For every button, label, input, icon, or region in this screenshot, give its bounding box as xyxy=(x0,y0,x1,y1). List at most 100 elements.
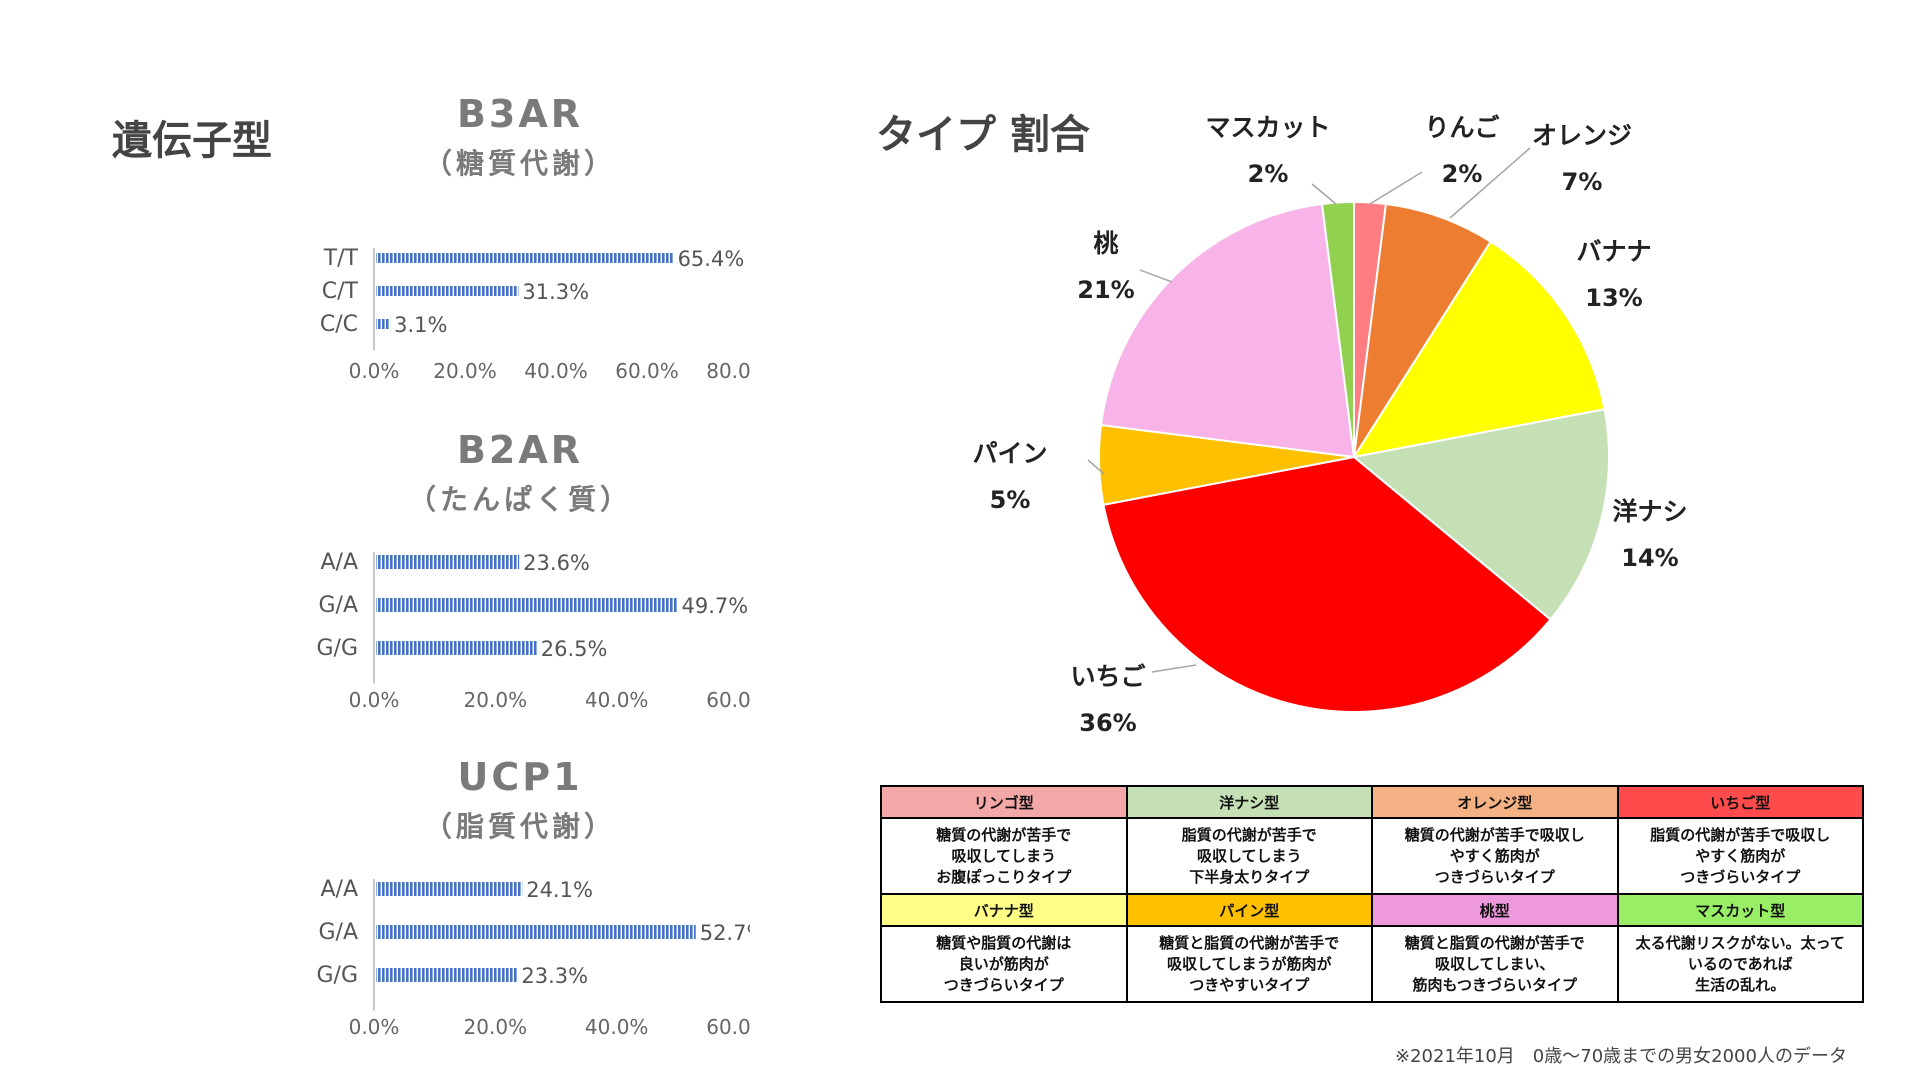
type-description-cell: 糖質の代謝が苦手で吸収し やすく筋肉が つきづらいタイプ xyxy=(1371,817,1619,895)
pie-slice xyxy=(1351,240,1606,459)
chart-subtitle: （脂質代謝） xyxy=(423,810,616,843)
slice-name-label: パイン xyxy=(972,439,1047,468)
leader-line xyxy=(1311,183,1337,205)
type-description-cell: 糖質の代謝が苦手で 吸収してしまう お腹ぽっこりタイプ xyxy=(880,817,1128,895)
pie-slice xyxy=(1320,200,1355,458)
slice-name-label: 洋ナシ xyxy=(1612,497,1687,526)
data-label: 3.1% xyxy=(394,313,447,337)
bar xyxy=(376,598,678,612)
chart-title: B3AR xyxy=(456,92,584,136)
tick-label: 20.0% xyxy=(464,688,528,712)
pie-slice xyxy=(1099,202,1356,459)
bar xyxy=(376,968,518,982)
slice-value-label: 5% xyxy=(990,486,1031,514)
leader-line xyxy=(1087,459,1105,475)
tick-label: 0.0% xyxy=(349,688,400,712)
pie-slice xyxy=(1351,408,1610,621)
slice-value-label: 36% xyxy=(1079,709,1136,737)
type-name-cell: 洋ナシ型 xyxy=(1125,785,1373,819)
type-name-cell: リンゴ型 xyxy=(880,785,1128,819)
data-label: 26.5% xyxy=(541,637,608,661)
pie-slice xyxy=(1102,455,1552,713)
chart-subtitle: （糖質代謝） xyxy=(423,147,616,180)
tick-label: 60.0% xyxy=(706,1015,750,1039)
type-name-cell: オレンジ型 xyxy=(1371,785,1619,819)
category-label: C/C xyxy=(320,312,358,337)
data-label: 49.7% xyxy=(682,594,749,618)
category-label: G/G xyxy=(316,963,358,988)
data-label: 24.1% xyxy=(526,878,593,902)
bar-chart-b3ar: T/T 65.4% C/T 31.3% C/C 3.1% 0.0% 20.0% 40.0% 60.… xyxy=(320,246,750,383)
type-description-cell: 糖質と脂質の代謝が苦手で 吸収してしまい、 筋肉もつきづらいタイプ xyxy=(1371,925,1619,1003)
data-label: 52.7% xyxy=(700,921,750,945)
leader-line xyxy=(1139,269,1173,283)
category-label: T/T xyxy=(323,246,359,271)
section-title-genotype: 遺伝子型 xyxy=(112,118,272,164)
bar xyxy=(376,641,537,655)
bar xyxy=(376,882,523,896)
tick-label: 60.0% xyxy=(706,688,750,712)
bar-chart-b2ar: A/A 23.6% G/A 49.7% G/G 26.5% 0.0% 20.0% 40.0% 60… xyxy=(316,550,750,712)
slice-value-label: 7% xyxy=(1562,168,1603,196)
category-label: G/A xyxy=(318,920,358,945)
tick-label: 60.0% xyxy=(615,359,679,383)
footnote: ※2021年10月 0歳～70歳までの男女2000人のデータ xyxy=(1395,1046,1847,1067)
category-label: G/A xyxy=(318,593,358,618)
tick-label: 20.0% xyxy=(433,359,497,383)
pie-chart-type-ratio: りんご 2% オレンジ 7% バナナ 13% 洋ナシ 14% いちご 36% パイン 5% 桃 21% マス… xyxy=(972,113,1687,737)
category-label: G/G xyxy=(316,636,358,661)
slice-name-label: いちご xyxy=(1070,662,1145,691)
slice-value-label: 14% xyxy=(1621,544,1678,572)
bar xyxy=(376,319,391,329)
chart-subtitle: （たんぱく質） xyxy=(407,483,632,516)
bar-chart-ucp1: A/A 24.1% G/A 52.7% G/G 23.3% 0.0% 20.0% 40.0% 60… xyxy=(316,877,750,1039)
data-label: 65.4% xyxy=(678,247,745,271)
chart-title: UCP1 xyxy=(457,755,583,799)
category-label: A/A xyxy=(320,877,358,902)
type-description-cell: 糖質や脂質の代謝は 良いが筋肉が つきづらいタイプ xyxy=(880,925,1128,1003)
slice-value-label: 21% xyxy=(1077,276,1134,304)
slice-name-label: りんご xyxy=(1424,113,1499,142)
leader-line xyxy=(1449,147,1531,219)
type-name-cell: いちご型 xyxy=(1616,785,1864,819)
slice-value-label: 13% xyxy=(1585,284,1642,312)
category-label: C/T xyxy=(322,279,359,304)
chart-title: B2AR xyxy=(456,428,584,472)
data-label: 23.6% xyxy=(523,551,590,575)
type-name-cell: 桃型 xyxy=(1371,893,1619,927)
type-name-cell: パイン型 xyxy=(1125,893,1373,927)
bar-chart-title-b2ar: B2AR （たんぱく質） xyxy=(360,428,680,518)
section-title-type-ratio: タイプ 割合 xyxy=(876,112,1090,158)
tick-label: 20.0% xyxy=(464,1015,528,1039)
bar xyxy=(376,925,696,939)
bar xyxy=(376,253,674,263)
slice-name-label: オレンジ xyxy=(1532,121,1632,150)
category-label: A/A xyxy=(320,550,358,575)
slice-name-label: マスカット xyxy=(1205,113,1330,142)
tick-label: 0.0% xyxy=(349,359,400,383)
type-description-cell: 脂質の代謝が苦手で吸収し やすく筋肉が つきづらいタイプ xyxy=(1616,817,1864,895)
tick-label: 80.0% xyxy=(706,359,750,383)
data-label: 23.3% xyxy=(521,964,588,988)
leader-line xyxy=(1151,664,1197,673)
bar-chart-title-b3ar: B3AR （糖質代謝） xyxy=(360,92,680,182)
tick-label: 40.0% xyxy=(585,1015,649,1039)
pie-slice xyxy=(1353,202,1493,458)
type-name-cell: バナナ型 xyxy=(880,893,1128,927)
tick-label: 40.0% xyxy=(524,359,588,383)
type-description-cell: 糖質と脂質の代謝が苦手で 吸収してしまうが筋肉が つきやすいタイプ xyxy=(1125,925,1373,1003)
type-description-cell: 太る代謝リスクがない。太って いるのであれば 生活の乱れ。 xyxy=(1616,925,1864,1003)
slice-name-label: 桃 xyxy=(1093,229,1118,258)
type-description-cell: 脂質の代謝が苦手で 吸収してしまう 下半身太りタイプ xyxy=(1125,817,1373,895)
bar-chart-title-ucp1: UCP1 （脂質代謝） xyxy=(360,755,680,845)
tick-label: 0.0% xyxy=(349,1015,400,1039)
slice-value-label: 2% xyxy=(1442,160,1483,188)
tick-label: 40.0% xyxy=(585,688,649,712)
slice-name-label: バナナ xyxy=(1576,237,1651,266)
type-legend-table: リンゴ型 洋ナシ型 オレンジ型 いちご型糖質の代謝が苦手で 吸収してしまう お腹ぽっこ… xyxy=(880,785,1864,1003)
data-label: 31.3% xyxy=(522,280,589,304)
type-name-cell: マスカット型 xyxy=(1616,893,1864,927)
bar xyxy=(376,286,519,296)
slice-value-label: 2% xyxy=(1248,160,1289,188)
leader-line xyxy=(1369,171,1423,205)
